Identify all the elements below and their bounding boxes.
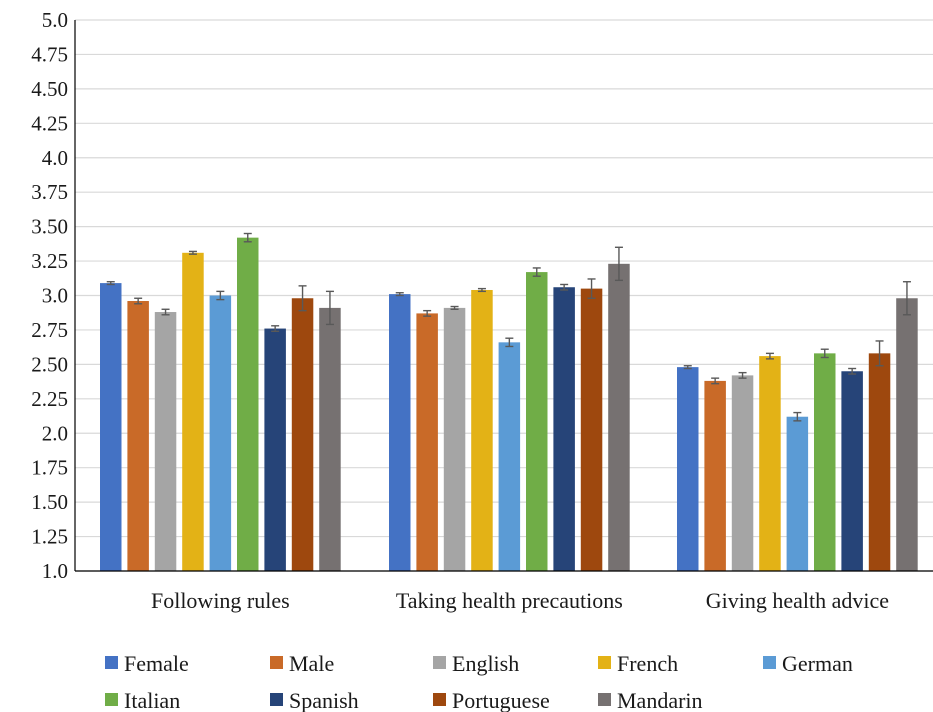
- bar: [209, 295, 232, 571]
- y-tick-label: 4.50: [31, 77, 68, 101]
- bar: [786, 416, 809, 571]
- bar: [677, 367, 699, 571]
- bar: [704, 380, 726, 571]
- y-axis-tick-labels: 1.0 1.25 1.50 1.75 2.0 2.25 2.50 2.75 3.0 3.25 3.5…: [31, 8, 68, 583]
- bar: [127, 301, 149, 571]
- legend-label: German: [782, 651, 853, 676]
- legend-label: Mandarin: [617, 688, 703, 712]
- y-tick-label: 4.0: [42, 146, 68, 170]
- bar: [841, 371, 863, 571]
- bar: [498, 342, 521, 571]
- bar: [608, 263, 630, 571]
- y-tick-label: 3.75: [31, 180, 68, 204]
- bar: [471, 289, 493, 571]
- bar: [896, 298, 918, 571]
- bar: [237, 237, 259, 571]
- legend-swatch: [598, 656, 611, 669]
- legend-label: Female: [124, 651, 189, 676]
- y-tick-label: 5.0: [42, 8, 68, 32]
- bar: [526, 272, 548, 571]
- x-category-label: Giving health advice: [706, 588, 889, 613]
- bar: [416, 313, 438, 571]
- legend-swatch: [270, 656, 283, 669]
- bar: [389, 294, 411, 571]
- legend-swatch: [105, 693, 118, 706]
- legend-swatch: [433, 656, 446, 669]
- y-tick-label: 2.0: [42, 421, 68, 445]
- y-tick-label: 3.50: [31, 215, 68, 239]
- legend-label: Italian: [124, 688, 180, 712]
- error-bars: [106, 232, 911, 422]
- bar: [100, 283, 122, 571]
- bar: [154, 312, 177, 571]
- bar: [759, 356, 781, 571]
- bar: [814, 353, 836, 571]
- y-tick-label: 1.0: [42, 559, 68, 583]
- legend-label: Male: [289, 651, 334, 676]
- legend-swatch: [598, 693, 611, 706]
- y-tick-label: 2.75: [31, 318, 68, 342]
- y-tick-label: 4.25: [31, 111, 68, 135]
- bar-series: [100, 237, 918, 572]
- legend-swatch: [270, 693, 283, 706]
- y-tick-label: 1.25: [31, 525, 68, 549]
- bar: [264, 328, 286, 571]
- bar: [182, 252, 204, 572]
- legend-swatch: [433, 693, 446, 706]
- bar: [553, 287, 575, 571]
- y-tick-label: 3.0: [42, 284, 68, 308]
- legend-swatch: [105, 656, 118, 669]
- y-tick-label: 1.50: [31, 490, 68, 514]
- bar: [731, 375, 754, 571]
- legend-label: Portuguese: [452, 688, 550, 712]
- y-tick-label: 4.75: [31, 42, 68, 66]
- bar: [291, 298, 314, 571]
- y-tick-label: 2.50: [31, 352, 68, 376]
- axes: [74, 20, 933, 572]
- x-axis-category-labels: Following rules Taking health precautions…: [151, 588, 889, 613]
- legend-label: English: [452, 651, 519, 676]
- bar: [443, 307, 466, 571]
- x-category-label: Taking health precautions: [396, 588, 623, 613]
- y-tick-label: 1.75: [31, 456, 68, 480]
- legend-label: Spanish: [289, 688, 359, 712]
- legend-label: French: [617, 651, 678, 676]
- y-tick-label: 3.25: [31, 249, 68, 273]
- legend: Female Male English French German Italian Span…: [105, 651, 853, 712]
- legend-swatch: [763, 656, 776, 669]
- y-tick-label: 2.25: [31, 387, 68, 411]
- bar: [319, 307, 341, 571]
- bar: [868, 353, 891, 571]
- x-category-label: Following rules: [151, 588, 290, 613]
- bar: [580, 288, 603, 571]
